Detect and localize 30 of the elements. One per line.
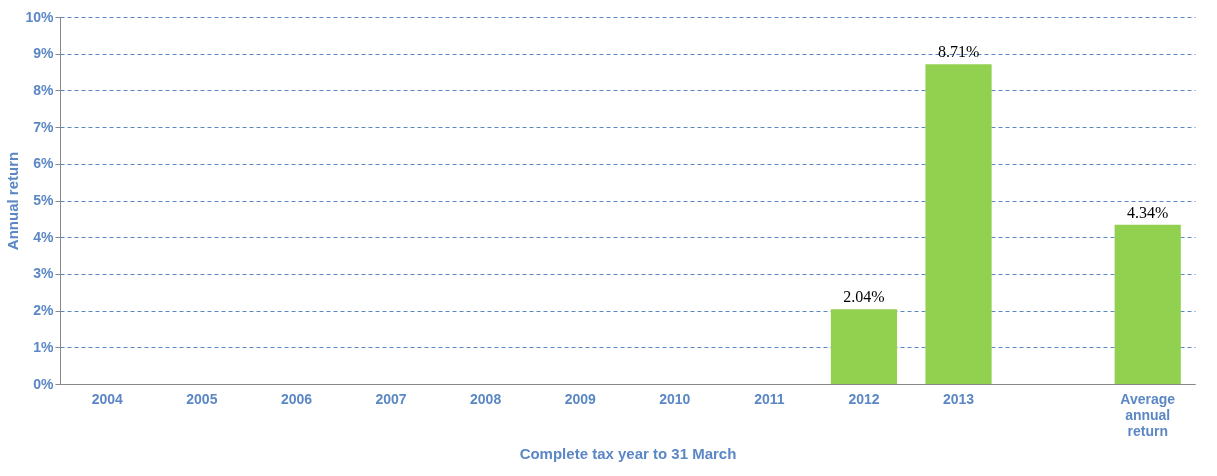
x-tick-label: 2013 [942,390,975,407]
bar [1114,224,1181,384]
y-tick-label: 7% [33,118,55,135]
y-tick-label: 6% [33,155,55,172]
x-tick-label: 2008 [470,390,502,407]
data-label: 2.04% [843,288,885,306]
x-tick-label: 2011 [754,390,785,407]
y-tick-label: 10% [25,8,55,25]
bar [925,64,992,384]
data-label: 8.71% [937,43,980,61]
x-tick-label: 2010 [659,390,691,407]
y-tick-label: 4% [33,228,55,245]
y-tick-label: 5% [33,192,55,208]
y-tick-label: 0% [33,375,55,392]
x-axis-title: Complete tax year to 31 March [519,444,737,462]
x-tick-label: Average annual return [1120,390,1176,439]
y-tick-label: 3% [33,265,55,282]
x-tick-label: 2006 [280,390,313,407]
y-tick-label: 8% [33,81,55,98]
bar [830,309,898,384]
x-tick-label: 2004 [91,390,124,407]
y-tick-label: 2% [33,302,55,319]
x-tick-label: 2005 [186,390,218,407]
y-tick-label: 9% [33,45,55,62]
y-tick-label: 1% [33,338,55,355]
x-tick-label: 2009 [564,390,596,407]
data-label: 4.34% [1127,203,1169,221]
y-axis-title: Annual return [4,151,22,251]
x-tick-label: 2007 [375,390,407,407]
x-tick-label: 2012 [848,390,880,407]
